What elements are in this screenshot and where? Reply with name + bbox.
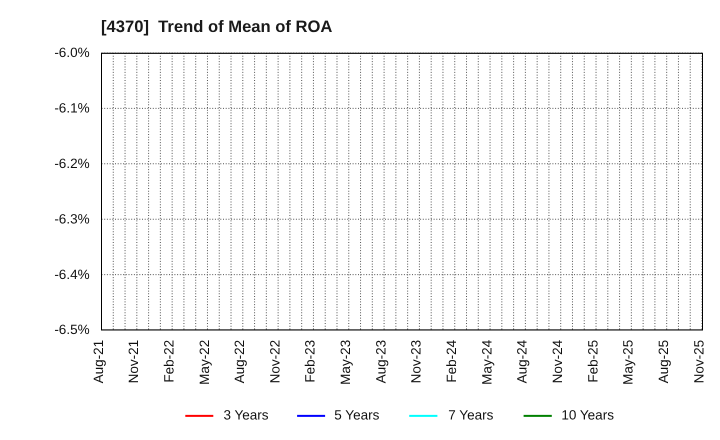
svg-text:Feb-25: Feb-25 xyxy=(585,340,600,383)
svg-text:May-23: May-23 xyxy=(338,340,353,385)
svg-text:-6.2%: -6.2% xyxy=(54,156,89,171)
svg-text:Nov-23: Nov-23 xyxy=(409,340,424,384)
svg-text:Nov-22: Nov-22 xyxy=(267,340,282,384)
svg-text:3 Years: 3 Years xyxy=(224,407,269,422)
svg-text:Feb-23: Feb-23 xyxy=(303,340,318,383)
svg-text:-6.0%: -6.0% xyxy=(54,45,89,60)
svg-text:-6.3%: -6.3% xyxy=(54,211,89,226)
svg-text:10 Years: 10 Years xyxy=(561,407,614,422)
svg-text:Nov-24: Nov-24 xyxy=(550,339,565,383)
svg-text:Aug-25: Aug-25 xyxy=(656,340,671,384)
svg-text:Aug-22: Aug-22 xyxy=(232,340,247,384)
svg-text:Nov-21: Nov-21 xyxy=(126,340,141,384)
svg-text:Feb-24: Feb-24 xyxy=(444,339,459,382)
svg-text:7 Years: 7 Years xyxy=(448,407,493,422)
svg-text:-6.4%: -6.4% xyxy=(54,267,89,282)
svg-text:Aug-23: Aug-23 xyxy=(373,340,388,384)
svg-text:May-24: May-24 xyxy=(479,339,494,385)
svg-text:-6.1%: -6.1% xyxy=(54,101,89,116)
svg-text:Nov-25: Nov-25 xyxy=(691,340,706,384)
svg-text:May-25: May-25 xyxy=(621,340,636,385)
svg-text:Feb-22: Feb-22 xyxy=(161,340,176,383)
svg-text:5 Years: 5 Years xyxy=(334,407,379,422)
svg-text:May-22: May-22 xyxy=(197,340,212,385)
svg-text:-6.5%: -6.5% xyxy=(54,322,89,337)
svg-text:[4370] Trend of Mean of ROA: [4370] Trend of Mean of ROA xyxy=(101,17,332,36)
svg-text:Aug-24: Aug-24 xyxy=(515,339,530,383)
svg-text:Aug-21: Aug-21 xyxy=(91,340,106,384)
